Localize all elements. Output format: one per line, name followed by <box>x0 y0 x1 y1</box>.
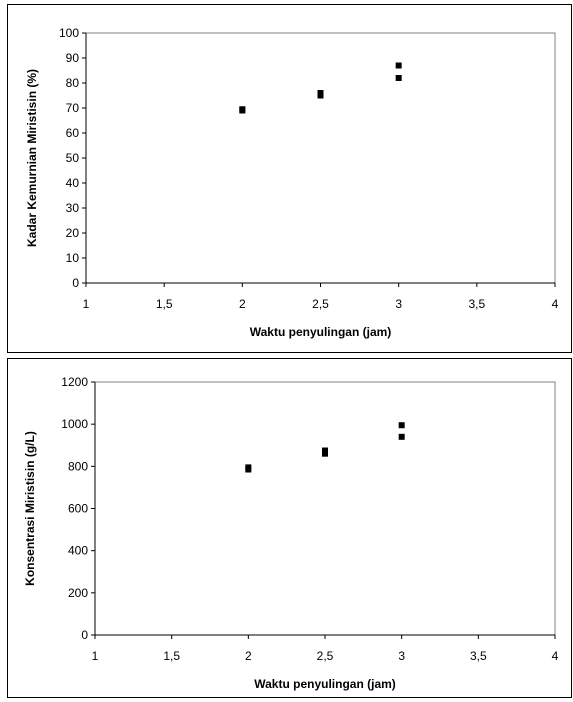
data-point <box>395 62 402 69</box>
x-tick-label: 3,5 <box>470 649 487 663</box>
x-tick-label: 3 <box>398 649 405 663</box>
x-tick-label: 2 <box>245 649 252 663</box>
data-point <box>322 450 328 457</box>
x-tick-label: 1,5 <box>156 297 173 311</box>
concentration-chart: 0 200 400 600 800 1000 1200 1 1,5 2 2,5 3 3,5 4 Waktu … <box>23 375 559 691</box>
y-axis-title: Konsentrasi Miristisin (g/L) <box>23 431 37 586</box>
y-tick-label: 1000 <box>61 417 88 431</box>
data-point <box>245 466 252 473</box>
data-point <box>239 107 246 114</box>
x-tick-label: 3 <box>395 297 402 311</box>
x-tick-label: 1 <box>92 649 99 663</box>
y-tick-label: 400 <box>68 544 88 558</box>
y-tick-label: 20 <box>66 226 80 240</box>
x-tick-label: 2,5 <box>317 649 334 663</box>
y-tick-label: 30 <box>66 201 80 215</box>
data-point <box>395 75 402 81</box>
y-tick-label: 1200 <box>61 375 88 389</box>
y-tick-label: 0 <box>72 276 79 290</box>
y-tick-label: 60 <box>66 126 80 140</box>
y-tick-label: 50 <box>66 151 80 165</box>
y-tick-label: 600 <box>68 502 88 516</box>
x-axis-title: Waktu penyulingan (jam) <box>250 325 392 339</box>
chart-panel-concentration: 0 200 400 600 800 1000 1200 1 1,5 2 2,5 3 3,5 4 Waktu … <box>7 358 572 698</box>
data-point <box>398 422 405 429</box>
y-tick-label: 800 <box>68 459 88 473</box>
y-axis-title: Kadar Kemurnian Miristisin (%) <box>25 69 39 247</box>
y-tick-label: 70 <box>66 101 80 115</box>
plot-area <box>94 381 556 636</box>
y-tick-label: 0 <box>81 628 88 642</box>
data-point <box>317 92 324 99</box>
data-point <box>398 433 405 440</box>
y-tick-label: 200 <box>68 586 88 600</box>
x-axis-title: Waktu penyulingan (jam) <box>254 677 396 691</box>
chart-panel-purity: 0 10 20 30 40 50 60 70 80 90 100 1 1,5 2 2,5 3 3,5 4 Waktu… <box>7 4 572 353</box>
x-tick-label: 1 <box>83 297 90 311</box>
y-tick-label: 90 <box>66 51 80 65</box>
data-point <box>322 447 328 454</box>
x-tick-label: 2,5 <box>312 297 329 311</box>
x-tick-label: 1,5 <box>163 649 180 663</box>
y-tick-label: 100 <box>59 26 79 40</box>
plot-area <box>85 32 556 284</box>
x-tick-label: 3,5 <box>468 297 485 311</box>
y-tick-label: 80 <box>66 76 80 90</box>
y-tick-label: 40 <box>66 176 80 190</box>
x-tick-label: 4 <box>552 297 559 311</box>
x-tick-label: 4 <box>552 649 559 663</box>
x-tick-label: 2 <box>239 297 246 311</box>
y-tick-label: 10 <box>66 251 80 265</box>
purity-chart: 0 10 20 30 40 50 60 70 80 90 100 1 1,5 2 2,5 3 3,5 4 Waktu… <box>25 26 559 339</box>
